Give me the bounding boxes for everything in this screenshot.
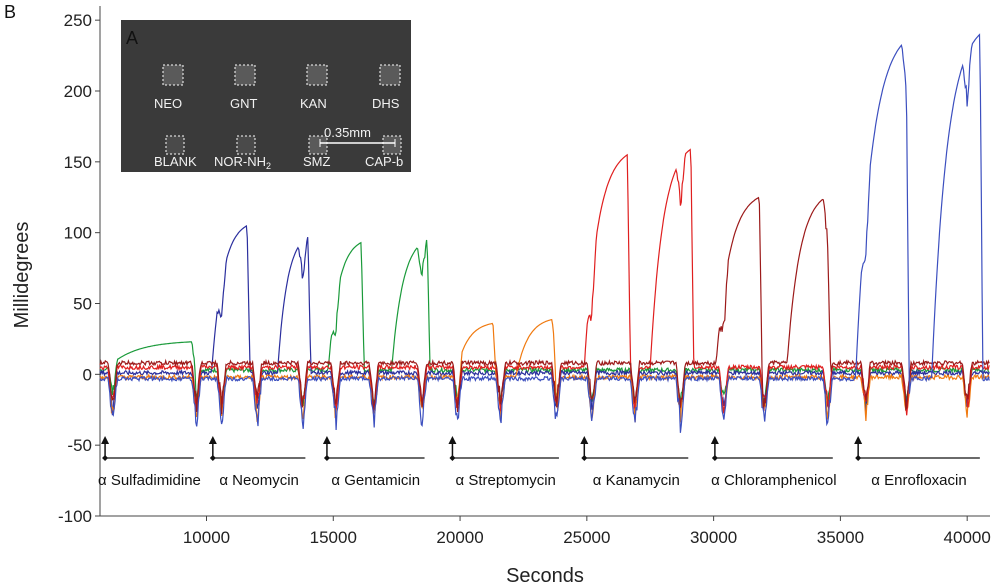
- antibody-label: α Gentamicin: [331, 472, 420, 489]
- inset-spots-row1: NEO GNT KAN DHS: [154, 64, 401, 111]
- spot-label-kan: KAN: [300, 96, 327, 111]
- injection-arrow-head: [101, 436, 110, 444]
- subscript-2: 2: [266, 161, 271, 171]
- spot-marker: [382, 135, 402, 155]
- y-tick-label: 100: [64, 224, 92, 243]
- spot-label-nor-nh: NOR-NH: [214, 154, 266, 169]
- inset-spots-row2: BLANK NOR-NH2 SMZ CAP-b: [154, 135, 403, 171]
- y-tick-label: -50: [67, 436, 92, 455]
- spot-marker: [162, 64, 184, 86]
- inset-image: A NEO GNT KAN DHS BLANK NOR-NH2 SMZ CAP-…: [121, 20, 411, 172]
- y-tick-label: 0: [83, 365, 92, 384]
- antibody-label: α Streptomycin: [456, 472, 556, 489]
- y-tick-label: 200: [64, 82, 92, 101]
- x-tick-label: 35000: [817, 528, 864, 547]
- y-tick-label: -100: [58, 507, 92, 526]
- antibody-label: α Chloramphenicol: [711, 472, 836, 489]
- spot-label-blank: BLANK: [154, 154, 197, 169]
- spot-label-smz: SMZ: [303, 154, 331, 169]
- x-tick-label: 20000: [436, 528, 483, 547]
- series-line-green: [99, 239, 990, 408]
- spot-label-neo: NEO: [154, 96, 182, 111]
- spot-marker: [236, 135, 256, 155]
- x-tick-label: 25000: [563, 528, 610, 547]
- series-line-dark-red: [99, 196, 990, 415]
- spot-label-cap-b: CAP-b: [365, 154, 403, 169]
- spot-marker: [165, 135, 185, 155]
- spot-label-nor-nh2: NOR-NH2: [214, 154, 271, 171]
- y-tick-label: 50: [73, 295, 92, 314]
- injection-arrow-head: [710, 436, 719, 444]
- panel-label-b: B: [4, 2, 16, 22]
- antibody-label: α Neomycin: [219, 472, 299, 489]
- injection-arrow-head: [448, 436, 457, 444]
- series-line-red: [99, 148, 990, 416]
- y-axis-title: Millidegrees: [11, 222, 33, 329]
- scale-bar: 0.35mm: [319, 125, 396, 147]
- x-tick-label: 10000: [183, 528, 230, 547]
- scale-bar-label: 0.35mm: [324, 125, 371, 140]
- series-line-royal-blue: [99, 33, 990, 433]
- x-tick-label: 40000: [944, 528, 991, 547]
- injection-arrow-head: [208, 436, 217, 444]
- inset-panel-label: A: [126, 28, 138, 48]
- injection-arrow-head: [854, 436, 863, 444]
- spot-marker: [306, 64, 328, 86]
- spot-marker: [308, 135, 328, 155]
- spot-label-gnt: GNT: [230, 96, 258, 111]
- injection-arrow-head: [322, 436, 331, 444]
- y-tick-label: 250: [64, 11, 92, 30]
- spot-marker: [379, 64, 401, 86]
- x-axis-title: Seconds: [506, 565, 584, 586]
- x-tick-label: 30000: [690, 528, 737, 547]
- injection-markers: α Sulfadimidine α Neomycin α Gentamicin α S…: [98, 436, 980, 489]
- x-tick-label: 15000: [310, 528, 357, 547]
- axes: -100 -50 0 50 100 150 200 250 10000 15000 20000 250…: [58, 6, 991, 547]
- spot-label-dhs: DHS: [372, 96, 400, 111]
- y-tick-label: 150: [64, 153, 92, 172]
- antibody-label: α Sulfadimidine: [98, 472, 201, 489]
- series-line-blue: [99, 225, 990, 416]
- injection-arrow-head: [580, 436, 589, 444]
- antibody-label: α Enrofloxacin: [871, 472, 966, 489]
- antibody-label: α Kanamycin: [593, 472, 680, 489]
- spot-marker: [234, 64, 256, 86]
- series-layer: [99, 33, 990, 433]
